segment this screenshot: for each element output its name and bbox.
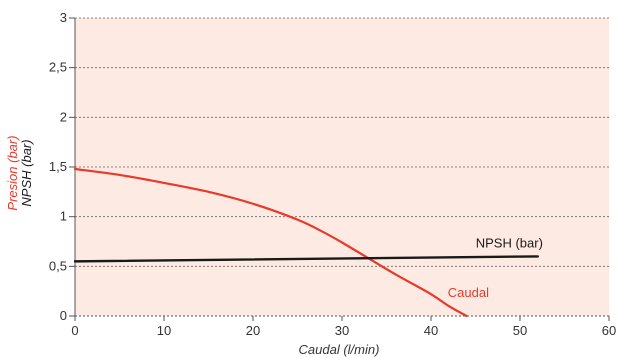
- y-tick-label-2: 1: [60, 209, 67, 224]
- y-tick-label-4: 2: [60, 109, 67, 124]
- x-tick-label-3: 30: [335, 323, 349, 338]
- x-axis-ticks: 0 10 20 30 40 50 60: [71, 316, 616, 338]
- y-tick-label-1: 0,5: [49, 258, 67, 273]
- x-tick-label-5: 50: [513, 323, 527, 338]
- x-tick-label-0: 0: [71, 323, 78, 338]
- y-tick-label-5: 2,5: [49, 60, 67, 75]
- y-tick-label-0: 0: [60, 308, 67, 323]
- x-tick-label-6: 60: [602, 323, 616, 338]
- y-axis-ticks: 0 0,5 1 1,5 2 2,5 3: [49, 10, 75, 323]
- y-axis-title-presion: Presion (bar): [5, 135, 20, 210]
- series-group: [73, 167, 539, 318]
- series-label-npsh: NPSH (bar): [476, 235, 543, 250]
- series-labels: Caudal NPSH (bar): [448, 235, 543, 300]
- series-label-caudal: Caudal: [448, 285, 489, 300]
- y-tick-label-6: 3: [60, 10, 67, 25]
- x-tick-label-2: 20: [246, 323, 260, 338]
- x-tick-label-1: 10: [157, 323, 171, 338]
- gridlines: [75, 17, 609, 267]
- x-axis-title: Caudal (l/min): [299, 342, 380, 357]
- y-tick-label-3: 1,5: [49, 159, 67, 174]
- y-axis-title-npsh: NPSH (bar): [19, 139, 34, 206]
- series-line-1: [73, 255, 539, 263]
- series-line-0: [73, 167, 468, 318]
- x-tick-label-4: 40: [424, 323, 438, 338]
